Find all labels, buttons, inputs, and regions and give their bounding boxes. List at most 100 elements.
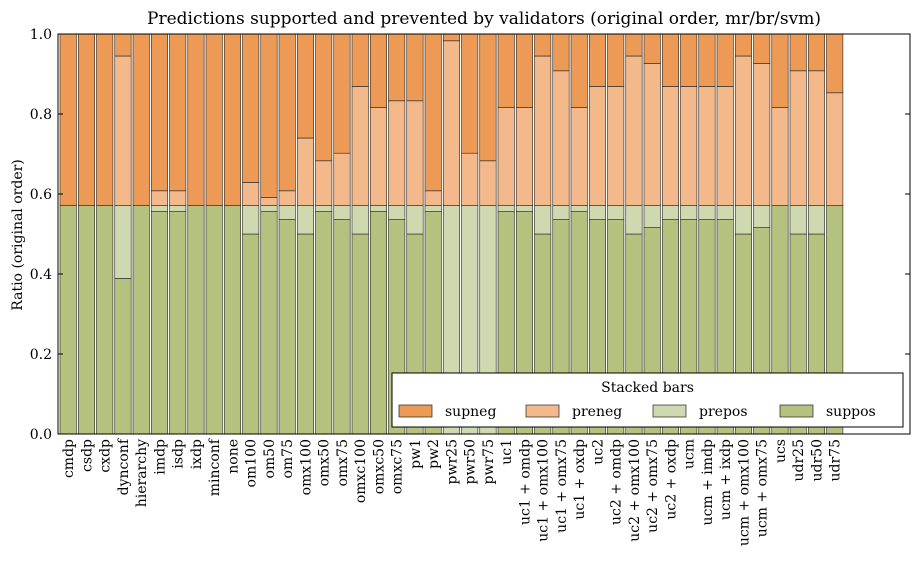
bar-segment-prepos-17 xyxy=(351,205,369,235)
bar-segment-preneg-7 xyxy=(169,190,187,206)
bar-segment-supneg-28 xyxy=(552,33,570,72)
bar-segment-preneg-13 xyxy=(278,190,296,206)
bar-segment-supneg-7 xyxy=(169,33,187,192)
plot-area-frame xyxy=(57,33,911,435)
bar-segment-prepos-7 xyxy=(169,205,187,212)
bar-segment-supneg-18 xyxy=(369,33,387,108)
bar-segment-preneg-31 xyxy=(607,86,625,206)
bar-segment-supneg-27 xyxy=(534,33,552,57)
bar-segment-supneg-17 xyxy=(351,33,369,87)
x-tick-label: cmdp xyxy=(61,439,77,478)
legend-items: supneg preneg prepos suppos xyxy=(398,404,876,420)
legend-swatch-prepos xyxy=(652,404,687,418)
x-tick-label: ucm + ixdp xyxy=(718,439,734,520)
bar-segment-preneg-18 xyxy=(369,107,387,206)
bar-segment-supneg-42 xyxy=(807,33,825,72)
bar-segment-supneg-37 xyxy=(716,33,734,87)
bar-segment-prepos-42 xyxy=(807,205,825,235)
bar-segment-supneg-41 xyxy=(789,33,807,72)
bar-segment-suppos-3 xyxy=(96,205,114,435)
bar-segment-prepos-16 xyxy=(333,205,351,220)
legend-swatch-suppos xyxy=(779,404,814,418)
bar-segment-supneg-5 xyxy=(132,33,150,206)
bar-segment-preneg-24 xyxy=(479,160,497,206)
bar-segment-preneg-16 xyxy=(333,152,351,206)
x-tick-label: uc1 xyxy=(499,439,515,465)
bar-segment-suppos-11 xyxy=(242,233,260,435)
x-tick-label: ucm + omx100 xyxy=(736,439,752,546)
chart-title: Predictions supported and prevented by v… xyxy=(147,9,821,29)
x-tick-label: none xyxy=(225,439,241,474)
bar-segment-preneg-41 xyxy=(789,70,807,206)
y-tick-label: 0.2 xyxy=(30,347,52,363)
bar-segment-supneg-11 xyxy=(242,33,260,183)
bar-segment-prepos-19 xyxy=(388,205,406,220)
bar-segment-supneg-26 xyxy=(515,33,533,108)
bar-segment-suppos-15 xyxy=(315,211,333,435)
bar-segment-suppos-16 xyxy=(333,219,351,435)
bar-segment-preneg-19 xyxy=(388,100,406,206)
bar-segment-prepos-41 xyxy=(789,205,807,235)
x-axis-ticks: cmdp csdp cxdp dynconf hierarchy imdp isdp ixdp… xyxy=(61,437,844,546)
bar-segment-supneg-36 xyxy=(698,33,716,87)
bar-segment-supneg-31 xyxy=(607,33,625,87)
bar-segment-supneg-24 xyxy=(479,33,497,162)
x-tick-label: cxdp xyxy=(98,439,114,473)
bar-segment-supneg-14 xyxy=(296,33,314,139)
bar-segment-prepos-15 xyxy=(315,205,333,212)
bar-segment-supneg-8 xyxy=(187,33,205,206)
x-tick-label: omxc100 xyxy=(353,439,369,503)
bar-segment-prepos-29 xyxy=(570,205,588,212)
bar-segment-supneg-29 xyxy=(570,33,588,108)
bar-segment-preneg-26 xyxy=(515,107,533,206)
x-tick-label: dynconf xyxy=(116,437,132,495)
legend-swatch-preneg xyxy=(525,404,560,418)
bar-segment-prepos-37 xyxy=(716,205,734,220)
bar-segment-prepos-30 xyxy=(588,205,606,220)
y-axis-ticks: 0.0 0.2 0.4 0.6 0.8 1.0 xyxy=(30,27,910,443)
legend-swatch-supneg xyxy=(398,404,433,418)
bar-segment-preneg-21 xyxy=(424,190,442,206)
x-tick-label: ucm + omx75 xyxy=(755,439,771,537)
bar-segment-supneg-9 xyxy=(205,33,223,206)
bar-segment-supneg-33 xyxy=(643,33,661,64)
bar-segment-prepos-39 xyxy=(753,205,771,228)
bar-segment-supneg-38 xyxy=(734,33,752,57)
bar-segment-preneg-36 xyxy=(698,86,716,206)
bar-segment-prepos-20 xyxy=(406,205,424,235)
bar-segment-preneg-40 xyxy=(771,107,789,206)
bar-segment-supneg-43 xyxy=(826,33,844,94)
x-tick-label: omx50 xyxy=(317,439,333,486)
bar-segment-prepos-6 xyxy=(150,205,168,212)
x-tick-label: pwr50 xyxy=(463,439,479,484)
bar-segment-suppos-18 xyxy=(369,211,387,435)
bar-segment-supneg-12 xyxy=(260,33,278,198)
x-tick-label: omxc50 xyxy=(371,439,387,494)
bar-segment-preneg-4 xyxy=(114,55,132,206)
x-tick-label: udr75 xyxy=(828,439,844,482)
bar-segment-supneg-35 xyxy=(680,33,698,87)
x-tick-label: isdp xyxy=(171,439,187,469)
legend-title: Stacked bars xyxy=(601,380,694,396)
bar-segment-supneg-30 xyxy=(588,33,606,87)
bar-segment-prepos-18 xyxy=(369,205,387,212)
bar-segment-prepos-31 xyxy=(607,205,625,220)
y-tick-label: 1.0 xyxy=(30,27,52,43)
bar-segment-suppos-10 xyxy=(223,205,241,435)
bar-segment-preneg-28 xyxy=(552,70,570,206)
bar-segment-preneg-29 xyxy=(570,107,588,206)
bar-segment-prepos-25 xyxy=(497,205,515,212)
bar-segment-preneg-38 xyxy=(734,55,752,206)
bar-segment-suppos-14 xyxy=(296,233,314,435)
bar-segment-supneg-2 xyxy=(77,33,95,206)
bar-segment-preneg-14 xyxy=(296,137,314,206)
bar-segment-preneg-6 xyxy=(150,190,168,206)
legend-label-prepos: prepos xyxy=(699,404,748,420)
bar-segment-supneg-4 xyxy=(114,33,132,57)
x-tick-label: uc1 + omdp xyxy=(517,439,533,525)
bar-segment-suppos-8 xyxy=(187,205,205,435)
legend-box xyxy=(391,372,904,428)
bar-segment-prepos-11 xyxy=(242,205,260,235)
bar-segment-suppos-2 xyxy=(77,205,95,435)
